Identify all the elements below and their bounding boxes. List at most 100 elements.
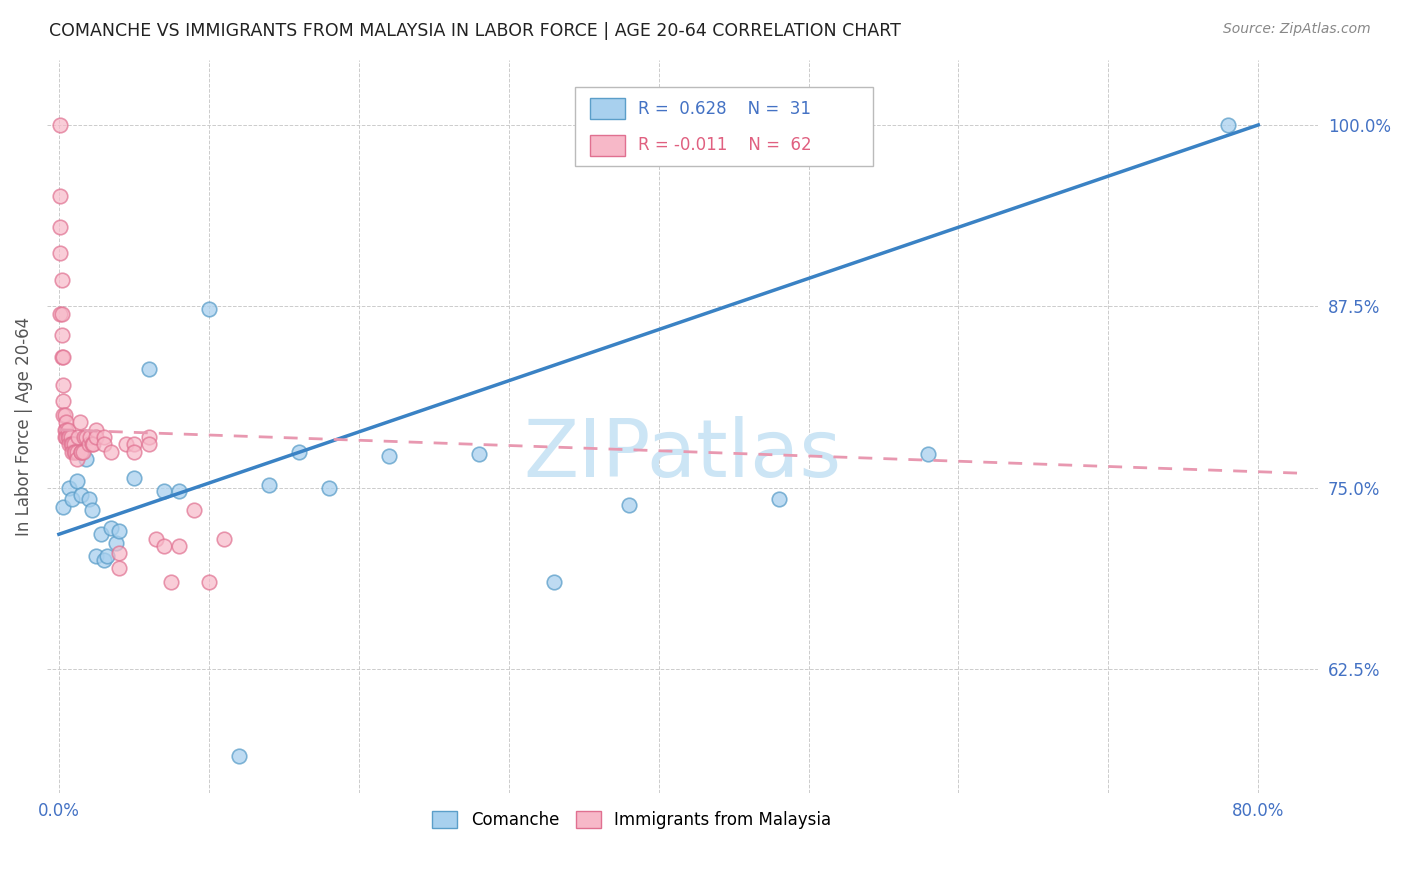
Point xyxy=(70,444,93,458)
Point xyxy=(153,483,176,498)
Point xyxy=(51,307,73,321)
Point xyxy=(79,430,101,444)
Point xyxy=(52,377,75,392)
Point xyxy=(100,444,122,458)
Point xyxy=(93,437,115,451)
Text: R =  0.628    N =  31: R = 0.628 N = 31 xyxy=(638,100,811,118)
Point xyxy=(80,502,103,516)
Point xyxy=(768,492,790,507)
Point xyxy=(59,430,82,444)
Point xyxy=(1218,118,1240,132)
Point xyxy=(86,430,108,444)
Point xyxy=(86,423,108,437)
Point xyxy=(167,539,190,553)
Point xyxy=(60,444,83,458)
Point xyxy=(93,553,115,567)
Point xyxy=(52,350,75,364)
Point xyxy=(100,521,122,535)
Point xyxy=(53,409,76,423)
Point xyxy=(198,302,221,317)
Point xyxy=(257,478,280,492)
Point xyxy=(58,430,80,444)
Point xyxy=(66,451,89,466)
Point xyxy=(318,481,340,495)
Point xyxy=(58,481,80,495)
Point xyxy=(80,437,103,451)
Point xyxy=(56,423,79,437)
Point xyxy=(77,437,100,451)
Point xyxy=(228,749,250,764)
Point xyxy=(67,430,90,444)
Point xyxy=(63,444,86,458)
Point xyxy=(138,361,160,376)
Point xyxy=(51,350,73,364)
Point xyxy=(917,447,939,461)
Point xyxy=(543,575,565,590)
Point xyxy=(58,437,80,451)
Y-axis label: In Labor Force | Age 20-64: In Labor Force | Age 20-64 xyxy=(15,317,32,536)
Point xyxy=(287,444,309,458)
Point xyxy=(160,575,183,590)
Point xyxy=(617,498,640,512)
Point xyxy=(75,451,97,466)
Point xyxy=(52,409,75,423)
Text: R = -0.011    N =  62: R = -0.011 N = 62 xyxy=(638,136,811,154)
Point xyxy=(60,437,83,451)
Text: ZIPatlas: ZIPatlas xyxy=(523,417,842,494)
Point xyxy=(52,393,75,408)
Point xyxy=(49,307,72,321)
Point xyxy=(104,536,127,550)
Point xyxy=(56,430,79,444)
Point xyxy=(96,549,118,563)
Point xyxy=(60,492,83,507)
Legend: Comanche, Immigrants from Malaysia: Comanche, Immigrants from Malaysia xyxy=(426,804,838,836)
Point xyxy=(93,430,115,444)
Text: Source: ZipAtlas.com: Source: ZipAtlas.com xyxy=(1223,22,1371,37)
FancyBboxPatch shape xyxy=(575,87,873,166)
Point xyxy=(49,219,72,234)
Point xyxy=(73,430,96,444)
Point xyxy=(49,118,72,132)
Point xyxy=(59,437,82,451)
Point xyxy=(63,437,86,451)
Point xyxy=(377,449,399,463)
Point xyxy=(145,532,167,546)
Point xyxy=(108,560,131,574)
Point xyxy=(82,437,104,451)
Point xyxy=(122,444,145,458)
Point xyxy=(108,524,131,539)
Point xyxy=(75,430,97,444)
Point xyxy=(66,444,89,458)
Point xyxy=(55,430,77,444)
Point xyxy=(467,447,489,461)
Point xyxy=(72,444,94,458)
Point xyxy=(49,245,72,260)
Point xyxy=(86,549,108,563)
Point xyxy=(90,527,112,541)
Point xyxy=(65,444,87,458)
Point xyxy=(122,470,145,484)
Point xyxy=(55,416,77,430)
Bar xyxy=(589,98,626,119)
Point xyxy=(138,430,160,444)
Point xyxy=(153,539,176,553)
Point xyxy=(108,546,131,560)
Point xyxy=(52,500,75,514)
Point xyxy=(51,273,73,287)
Point xyxy=(53,423,76,437)
Point xyxy=(69,416,91,430)
Text: COMANCHE VS IMMIGRANTS FROM MALAYSIA IN LABOR FORCE | AGE 20-64 CORRELATION CHAR: COMANCHE VS IMMIGRANTS FROM MALAYSIA IN … xyxy=(49,22,901,40)
Point xyxy=(167,483,190,498)
Point xyxy=(70,488,93,502)
Point xyxy=(53,430,76,444)
Bar xyxy=(589,136,626,156)
Point xyxy=(138,437,160,451)
Point xyxy=(66,474,89,488)
Point xyxy=(198,575,221,590)
Point xyxy=(70,444,93,458)
Point xyxy=(51,328,73,343)
Point xyxy=(49,189,72,203)
Point xyxy=(77,492,100,507)
Point xyxy=(212,532,235,546)
Point xyxy=(115,437,138,451)
